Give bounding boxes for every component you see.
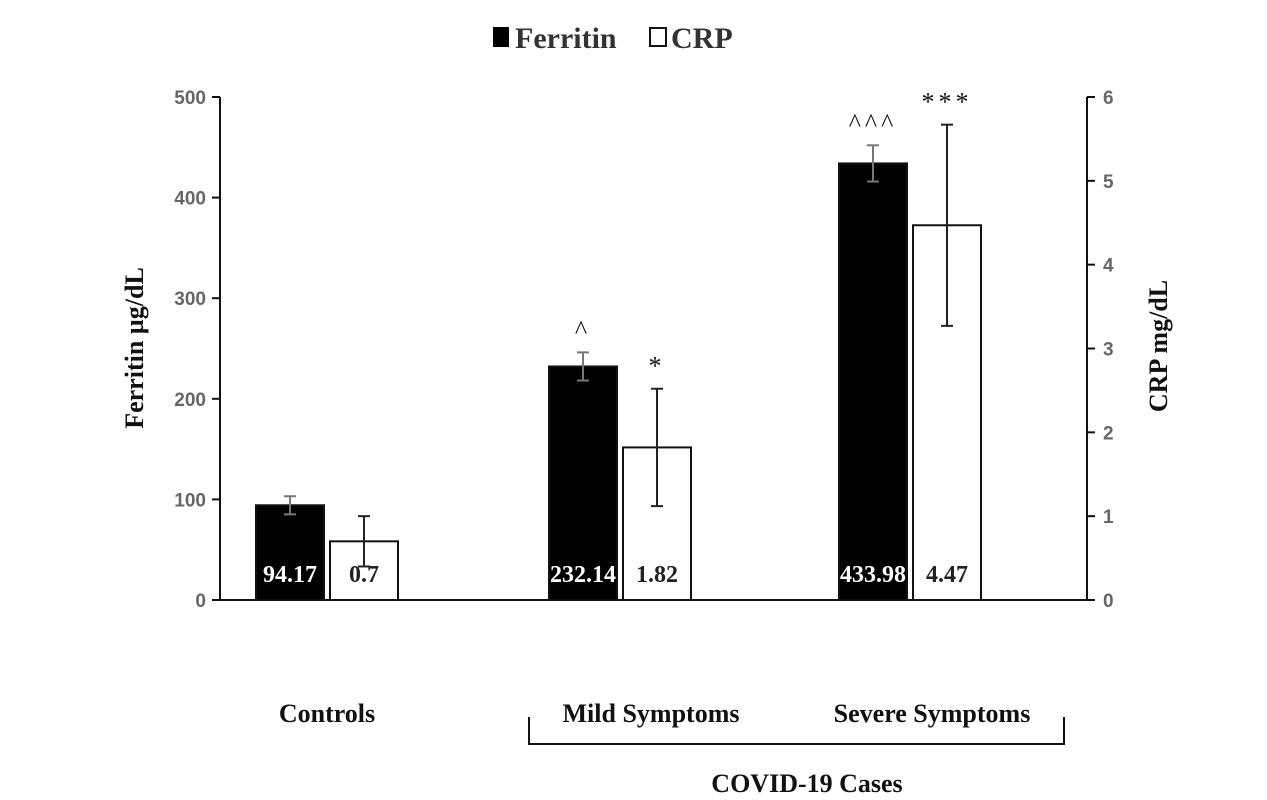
data-label-ferritin: 94.17 bbox=[263, 562, 317, 588]
right-tick-label: 2 bbox=[1103, 423, 1114, 444]
data-label-crp: 1.82 bbox=[636, 562, 678, 588]
left-axis-ticks: 0 100 200 300 400 500 bbox=[174, 88, 220, 612]
left-tick-label: 200 bbox=[174, 390, 206, 411]
category-label-mild: Mild Symptoms bbox=[563, 699, 740, 728]
data-label-crp: 4.47 bbox=[926, 562, 968, 588]
significance-marks: ^^^^**** bbox=[575, 88, 973, 381]
data-label-ferritin: 433.98 bbox=[840, 562, 906, 588]
left-tick-label: 100 bbox=[174, 490, 206, 511]
left-tick-label: 0 bbox=[195, 591, 206, 612]
bar-ferritin-1 bbox=[255, 504, 325, 602]
category-label-severe: Severe Symptoms bbox=[834, 699, 1031, 728]
right-tick-label: 5 bbox=[1103, 172, 1114, 193]
left-tick-label: 500 bbox=[174, 88, 206, 109]
legend: Ferritin CRP bbox=[493, 22, 733, 55]
data-label-crp: 0.7 bbox=[349, 562, 379, 588]
right-tick-label: 0 bbox=[1103, 591, 1114, 612]
significance-mark-crp: * bbox=[649, 352, 666, 381]
left-tick-label: 300 bbox=[174, 289, 206, 310]
legend-swatch-ferritin bbox=[493, 27, 509, 47]
y-axis-right-title: CRP mg/dL bbox=[1144, 280, 1173, 412]
group-bracket bbox=[528, 717, 1065, 745]
legend-swatch-crp bbox=[649, 27, 667, 47]
right-tick-label: 6 bbox=[1103, 88, 1114, 109]
legend-label-crp: CRP bbox=[671, 22, 733, 55]
right-tick-label: 3 bbox=[1103, 340, 1114, 361]
right-tick-label: 1 bbox=[1103, 507, 1114, 528]
data-label-ferritin: 232.14 bbox=[550, 562, 616, 588]
category-label-controls: Controls bbox=[279, 699, 375, 728]
significance-mark-ferritin: ^ bbox=[575, 315, 591, 344]
error-bars bbox=[284, 123, 953, 568]
significance-mark-ferritin: ^^^ bbox=[849, 108, 898, 137]
y-axis-left-title: Ferritin µg/dL bbox=[120, 267, 149, 429]
left-tick-label: 400 bbox=[174, 189, 206, 210]
bar-ferritin-2 bbox=[548, 365, 618, 601]
value-labels: 94.17 232.14 433.98 0.7 1.82 4.47 bbox=[263, 562, 968, 588]
legend-label-ferritin: Ferritin bbox=[515, 22, 617, 55]
bar-ferritin-3 bbox=[838, 162, 908, 602]
group-label: COVID-19 Cases bbox=[711, 769, 902, 798]
significance-mark-crp: *** bbox=[922, 88, 973, 117]
right-axis-ticks: 0 1 2 3 4 5 6 bbox=[1087, 88, 1114, 612]
right-tick-label: 4 bbox=[1103, 256, 1114, 277]
